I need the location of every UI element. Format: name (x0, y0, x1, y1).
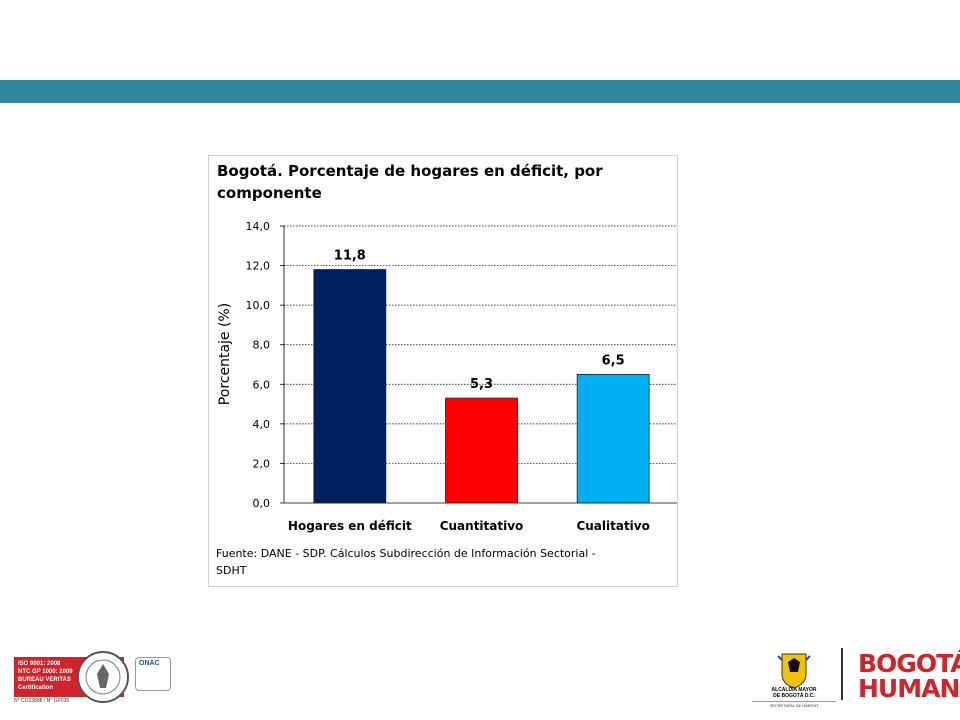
data-label: 6,5 (602, 353, 625, 368)
category-label: Hogares en déficit (288, 519, 412, 533)
secretaria-text: SECRETARÍA DE HÁBITAT (752, 701, 836, 708)
iso-line: ISO 9001: 2008 (18, 661, 61, 667)
bar (576, 373, 650, 504)
chart-panel: Bogotá. Porcentaje de hogares en déficit… (208, 155, 678, 587)
y-tick-label: 12,0 (246, 260, 271, 273)
data-label: 11,8 (334, 249, 366, 264)
bar-chart: 0,0 2,0 4,0 6,0 8,0 10,0 12,0 14,0 11,8 Hogares e… (217, 220, 677, 533)
bogota-humana-logo-line2: HUMANA (858, 674, 960, 703)
bogota-humana-logo-line1: BOGOTÁ (858, 649, 960, 678)
category-label: Cualitativo (576, 519, 649, 533)
chart-title: Bogotá. Porcentaje de hogares en déficit… (217, 162, 603, 202)
iso-line: Certification (18, 685, 54, 691)
iso-reference: N° CO23888 / N° GP035 (14, 698, 70, 704)
alcaldia-text: DE BOGOTÁ D.C. (773, 693, 815, 699)
y-tick-label: 8,0 (253, 339, 271, 352)
bar (313, 269, 387, 504)
y-tick-label: 6,0 (253, 378, 271, 391)
bogota-coat-of-arms-icon (777, 653, 811, 689)
header-band (0, 80, 960, 103)
y-tick-label: 0,0 (253, 497, 271, 510)
y-tick-label: 14,0 (246, 220, 271, 233)
logo-divider (841, 648, 843, 700)
iso-line: BUREAU VERITAS (18, 677, 71, 683)
iso-line: NTC GP 1000: 2009 (18, 669, 73, 675)
alcaldia-text: ALCALDÍA MAYOR (771, 687, 817, 693)
category-label: Cuantitativo (440, 519, 524, 533)
y-tick-label: 4,0 (253, 418, 271, 431)
source-note: Fuente: DANE - SDP. Cálculos Subdirecció… (216, 547, 596, 577)
data-label: 5,3 (470, 377, 493, 392)
onac-logo (135, 657, 171, 691)
y-tick-label: 10,0 (246, 299, 271, 312)
onac-text: ONAC (139, 660, 160, 667)
y-axis-title: Porcentaje (%) (217, 303, 233, 405)
y-tick-label: 2,0 (253, 457, 271, 470)
bar (445, 397, 518, 504)
bureau-veritas-seal-icon (77, 651, 129, 703)
